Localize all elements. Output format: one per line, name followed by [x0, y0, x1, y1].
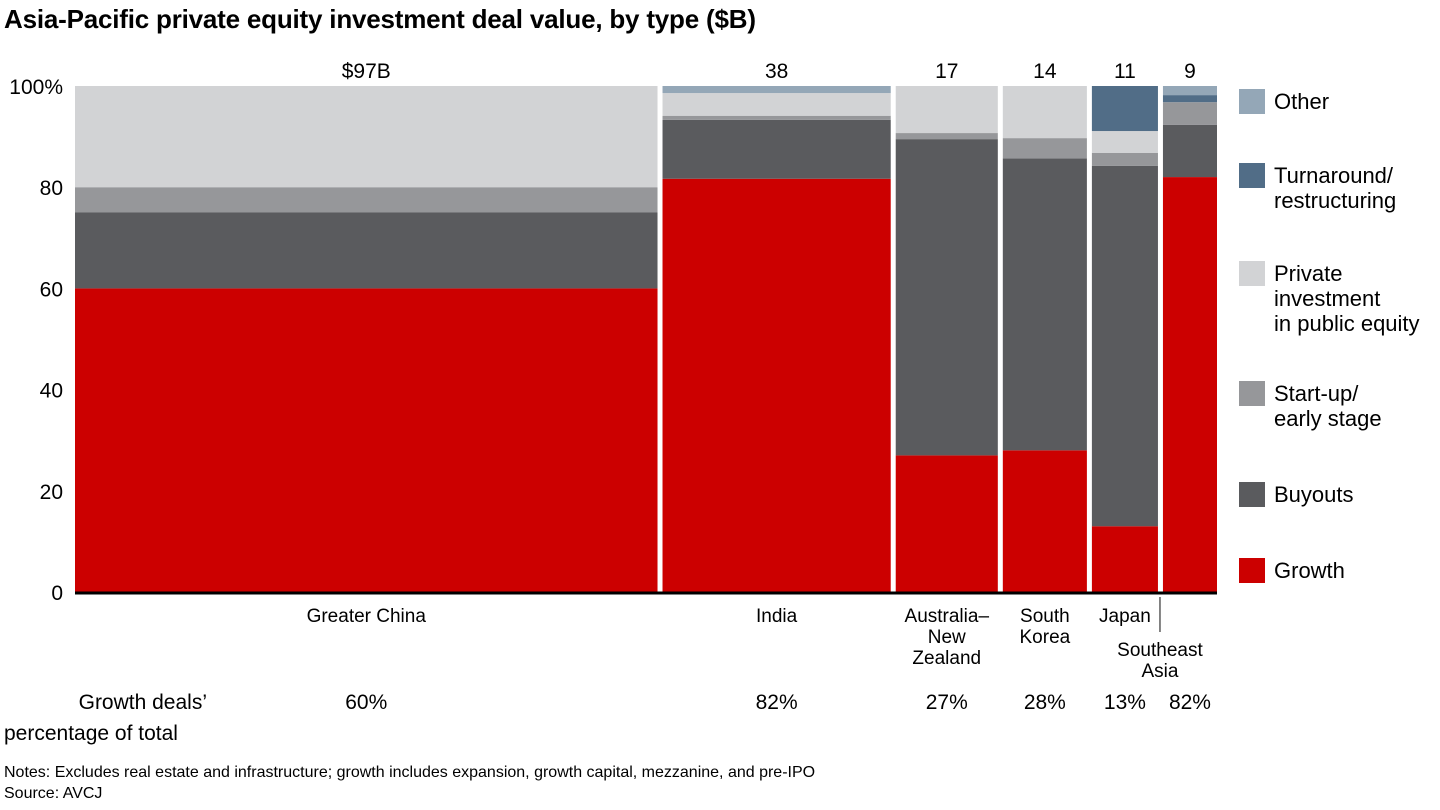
total-labels: $97B 38 17 14 11 9 — [342, 60, 1196, 83]
notes-text: Notes: Excludes real estate and infrastr… — [4, 764, 816, 781]
growth-percentage: 27% — [926, 691, 968, 714]
legend-swatch — [1239, 261, 1265, 286]
segment-south-korea-growth — [1002, 450, 1087, 592]
legend-swatch — [1239, 89, 1265, 114]
segment-greater-china-buyouts — [75, 212, 658, 289]
column-greater-china — [75, 86, 658, 592]
growth-percentage: 82% — [756, 691, 798, 714]
y-tick-label: 20 — [40, 481, 63, 504]
total-label: $97B — [342, 60, 391, 83]
notes: Notes: Excludes real estate and infrastr… — [4, 762, 815, 804]
growth-percentage: 13% — [1104, 691, 1146, 714]
segment-australia-new-zealand-growth — [895, 455, 998, 592]
segment-greater-china-growth — [75, 288, 658, 592]
growth-row-label: percentage of total — [4, 722, 178, 745]
segment-australia-new-zealand-start-up-early-stage — [895, 133, 998, 140]
segment-greater-china-private-investment-in-public-equity — [75, 86, 658, 188]
y-tick-label: 80 — [40, 177, 63, 200]
segment-japan-growth — [1091, 526, 1158, 592]
y-axis: 0 20 40 60 80 100% — [9, 76, 63, 605]
legend-label: Private — [1274, 261, 1342, 286]
segment-south-korea-buyouts — [1002, 158, 1087, 451]
segment-india-start-up-early-stage — [662, 115, 891, 120]
legend-label: in public equity — [1274, 311, 1420, 336]
total-label: 11 — [1114, 60, 1136, 83]
legend: Other Turnaround/restructuring Privateinve… — [1239, 89, 1420, 583]
category-label: Zealand — [912, 648, 981, 669]
legend-item-turnaround-restructuring: Turnaround/restructuring — [1239, 163, 1396, 213]
category-label: New — [928, 627, 966, 648]
legend-swatch — [1239, 163, 1265, 188]
legend-label: restructuring — [1274, 188, 1396, 213]
legend-label: Turnaround/ — [1274, 163, 1394, 188]
column-southeast-asia — [1162, 86, 1217, 592]
segment-south-korea-private-investment-in-public-equity — [1002, 86, 1087, 139]
category-label: Greater China — [307, 606, 427, 627]
legend-item-other: Other — [1239, 89, 1329, 114]
column-south-korea — [1002, 86, 1087, 592]
legend-item-start-up-early-stage: Start-up/early stage — [1239, 381, 1382, 431]
growth-percentage: 60% — [345, 691, 387, 714]
legend-swatch — [1239, 558, 1265, 583]
category-label: Korea — [1020, 627, 1071, 648]
segment-southeast-asia-growth — [1162, 177, 1217, 592]
legend-label: Start-up/ — [1274, 381, 1359, 406]
column-australia-new-zealand — [895, 86, 998, 592]
segment-japan-buyouts — [1091, 165, 1158, 527]
y-tick-label: 60 — [40, 278, 63, 301]
category-label: Asia — [1141, 661, 1178, 682]
legend-swatch — [1239, 381, 1265, 406]
legend-label: Growth — [1274, 558, 1345, 583]
category-label: Japan — [1099, 606, 1151, 627]
legend-label: investment — [1274, 286, 1380, 311]
legend-item-growth: Growth — [1239, 558, 1345, 583]
legend-label: Other — [1274, 89, 1329, 114]
total-label: 9 — [1184, 60, 1196, 83]
column-india — [662, 86, 891, 592]
segment-japan-turnaround-restructuring — [1091, 86, 1158, 132]
segment-southeast-asia-other — [1162, 86, 1217, 96]
column-japan — [1091, 86, 1158, 592]
chart-title: Asia-Pacific private equity investment d… — [4, 4, 756, 34]
source-text: Source: AVCJ — [4, 785, 103, 802]
growth-percentage-row: 60% 82% 27% 28% 13% 82% Growth deals’ percentag… — [4, 691, 1211, 745]
y-tick-label: 100% — [9, 76, 63, 99]
y-tick-label: 40 — [40, 380, 63, 403]
growth-percentage: 82% — [1169, 691, 1211, 714]
segment-australia-new-zealand-buyouts — [895, 139, 998, 456]
segment-india-private-investment-in-public-equity — [662, 93, 891, 116]
growth-percentage: 28% — [1024, 691, 1066, 714]
segment-japan-start-up-early-stage — [1091, 152, 1158, 166]
segment-india-other — [662, 86, 891, 94]
total-label: 14 — [1033, 60, 1057, 83]
category-label: India — [756, 606, 798, 627]
segment-southeast-asia-turnaround-restructuring — [1162, 95, 1217, 103]
legend-label: Buyouts — [1274, 482, 1354, 507]
segment-southeast-asia-start-up-early-stage — [1162, 102, 1217, 125]
segment-australia-new-zealand-private-investment-in-public-equity — [895, 86, 998, 134]
legend-label: early stage — [1274, 406, 1382, 431]
growth-row-label: Growth deals’ — [79, 691, 207, 714]
category-label: South — [1020, 606, 1070, 627]
legend-swatch — [1239, 482, 1265, 507]
category-label: Australia– — [905, 606, 990, 627]
bars — [75, 86, 1217, 592]
y-tick-label: 0 — [51, 582, 63, 605]
segment-greater-china-start-up-early-stage — [75, 187, 658, 213]
segment-southeast-asia-buyouts — [1162, 124, 1217, 178]
segment-japan-private-investment-in-public-equity — [1091, 131, 1158, 153]
category-label: Southeast — [1117, 640, 1203, 661]
legend-item-buyouts: Buyouts — [1239, 482, 1354, 507]
segment-india-buyouts — [662, 119, 891, 179]
total-label: 38 — [765, 60, 788, 83]
segment-india-growth — [662, 178, 891, 592]
total-label: 17 — [935, 60, 958, 83]
segment-south-korea-start-up-early-stage — [1002, 138, 1087, 159]
